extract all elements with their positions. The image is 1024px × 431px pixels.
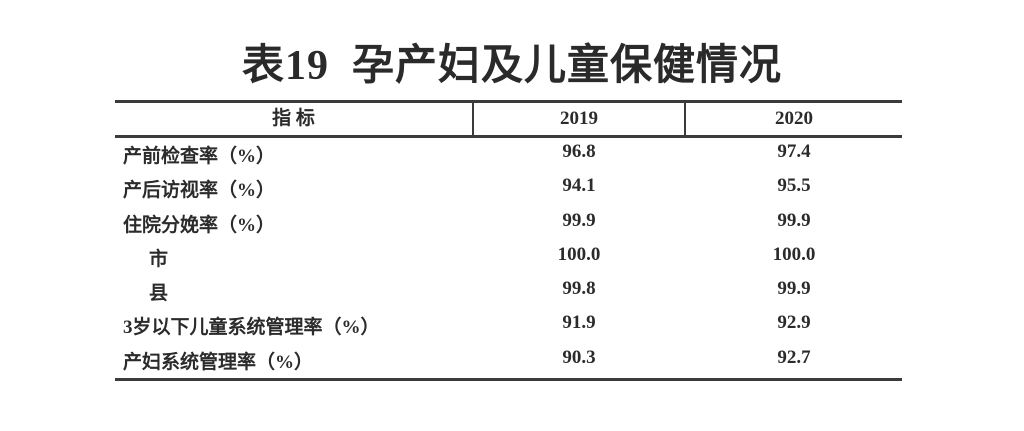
table-row: 县 99.8 99.9 — [115, 275, 902, 309]
row-label: 产妇系统管理率（%） — [123, 351, 314, 373]
column-header-2019: 2019 — [472, 103, 686, 135]
row-value-2019: 100.0 — [557, 243, 601, 265]
table-row: 产妇系统管理率（%） 90.3 92.7 — [115, 344, 902, 378]
row-value-2019: 90.3 — [562, 346, 596, 368]
row-value-2019: 91.9 — [562, 312, 596, 334]
row-value-2019: 94.1 — [562, 175, 596, 197]
row-label: 产前检查率（%） — [123, 146, 276, 167]
table-row: 产前检查率（%） 96.8 97.4 — [115, 138, 902, 172]
row-label: 3岁以下儿童系统管理率（%） — [123, 317, 380, 339]
row-label: 县 — [149, 283, 169, 305]
table-row: 市 100.0 100.0 — [115, 241, 902, 275]
table-title: 表19 孕产妇及儿童保健情况 — [241, 43, 782, 89]
row-value-2020: 99.9 — [777, 278, 811, 300]
row-value-2020: 99.9 — [777, 209, 811, 231]
table-body: 产前检查率（%） 96.8 97.4 产后访视率（%） 94.1 95.5 住院… — [115, 138, 902, 378]
row-label: 住院分娩率（%） — [123, 214, 276, 236]
row-value-2020: 97.4 — [777, 141, 811, 162]
row-label: 产后访视率（%） — [123, 180, 276, 202]
row-value-2020: 100.0 — [772, 243, 816, 265]
table-row: 住院分娩率（%） 99.9 99.9 — [115, 207, 902, 241]
row-value-2019: 99.9 — [562, 209, 596, 231]
table-row: 产后访视率（%） 94.1 95.5 — [115, 172, 902, 206]
row-value-2020: 92.9 — [777, 312, 811, 334]
row-value-2019: 99.8 — [562, 278, 596, 300]
row-value-2020: 92.7 — [777, 346, 811, 368]
column-header-indicator: 指 标 — [272, 108, 315, 129]
row-value-2019: 96.8 — [562, 141, 596, 162]
table-header-row: 指 标 2019 2020 — [115, 103, 902, 138]
table-row: 3岁以下儿童系统管理率（%） 91.9 92.9 — [115, 309, 902, 343]
row-label: 市 — [149, 248, 169, 270]
statistics-table: 指 标 2019 2020 产前检查率（%） 96.8 97.4 产后访视率（%… — [115, 100, 902, 382]
row-value-2020: 95.5 — [777, 175, 811, 197]
column-header-2020: 2020 — [775, 108, 813, 129]
